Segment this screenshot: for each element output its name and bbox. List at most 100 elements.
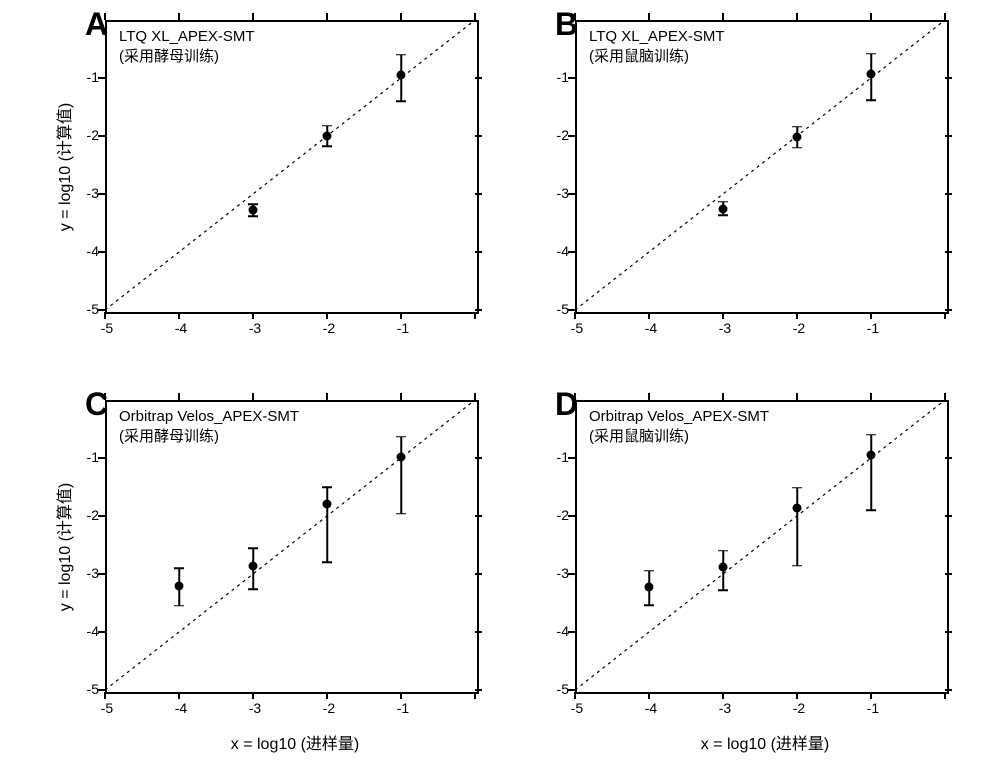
data-point (793, 503, 802, 512)
ytick-label: -2 (545, 127, 569, 143)
data-point (867, 69, 876, 78)
xtick-label: -2 (317, 320, 341, 336)
xtick (944, 312, 946, 319)
ytick-right (475, 77, 482, 79)
xtick-top (796, 393, 798, 400)
data-point (793, 133, 802, 142)
xtick-label: -2 (787, 700, 811, 716)
error-cap (396, 436, 406, 438)
xtick-top (252, 393, 254, 400)
error-cap (644, 605, 654, 607)
xtick (178, 692, 180, 699)
xtick-label: -5 (95, 700, 119, 716)
error-cap (322, 146, 332, 148)
xtick-label: -1 (861, 320, 885, 336)
ytick-right (475, 515, 482, 517)
ytick (98, 309, 105, 311)
ytick-label: -3 (545, 185, 569, 201)
data-point (397, 71, 406, 80)
ytick (568, 573, 575, 575)
ytick-label: -5 (75, 301, 99, 317)
xtick-label: -2 (317, 700, 341, 716)
xtick (944, 692, 946, 699)
error-cap (866, 434, 876, 436)
ytick (568, 193, 575, 195)
xtick (400, 692, 402, 699)
ytick-label: -2 (75, 507, 99, 523)
ytick-label: -1 (545, 449, 569, 465)
xtick (178, 312, 180, 319)
error-cap (866, 99, 876, 101)
error-cap (792, 126, 802, 128)
x-axis-label: x = log10 (进样量) (200, 730, 390, 754)
panel-letter-c: C (85, 386, 108, 423)
ytick-right (475, 135, 482, 137)
ytick-label: -3 (545, 565, 569, 581)
error-cap (248, 548, 258, 550)
panel-title1-a: LTQ XL_APEX-SMT (119, 28, 255, 47)
xtick-label: -3 (243, 320, 267, 336)
error-cap (248, 588, 258, 590)
error-cap (174, 567, 184, 569)
ytick-label: -2 (75, 127, 99, 143)
error-cap (322, 486, 332, 488)
xtick (870, 692, 872, 699)
xtick (326, 692, 328, 699)
panel-title1-c: Orbitrap Velos_APEX-SMT (119, 408, 299, 427)
y-axis-label: y = log10 (计算值) (51, 87, 75, 247)
xtick-top (178, 13, 180, 20)
xtick-label: -3 (243, 700, 267, 716)
xtick (722, 692, 724, 699)
xtick-top (252, 13, 254, 20)
xtick-top (870, 393, 872, 400)
xtick-top (326, 13, 328, 20)
ytick (98, 77, 105, 79)
ytick-right (945, 573, 952, 575)
ytick-label: -1 (75, 69, 99, 85)
ytick-right (475, 309, 482, 311)
error-cap (866, 53, 876, 55)
xtick-top (722, 393, 724, 400)
data-point (323, 132, 332, 141)
data-point (323, 500, 332, 509)
xtick (574, 692, 576, 699)
ytick-right (945, 135, 952, 137)
panel-title2-b: (采用鼠脑训练) (589, 48, 689, 67)
panel-title2-a: (采用酵母训练) (119, 48, 219, 67)
error-cap (396, 513, 406, 515)
ytick-label: -5 (75, 681, 99, 697)
ytick (98, 515, 105, 517)
panel-letter-b: B (555, 6, 578, 43)
xtick-top (104, 393, 106, 400)
data-point (249, 561, 258, 570)
ytick-right (475, 631, 482, 633)
xtick (474, 692, 476, 699)
xtick-top (944, 393, 946, 400)
data-point (867, 451, 876, 460)
ytick-label: -5 (545, 301, 569, 317)
xtick-label: -3 (713, 700, 737, 716)
xtick-top (870, 13, 872, 20)
error-cap (322, 125, 332, 127)
data-point (645, 582, 654, 591)
xtick-label: -1 (861, 700, 885, 716)
ytick (568, 251, 575, 253)
xtick-top (400, 393, 402, 400)
xtick-label: -3 (713, 320, 737, 336)
error-cap (718, 215, 728, 217)
xtick-top (796, 13, 798, 20)
ytick-label: -5 (545, 681, 569, 697)
xtick-label: -4 (639, 700, 663, 716)
xtick-top (574, 393, 576, 400)
data-point (719, 204, 728, 213)
xtick-label: -2 (787, 320, 811, 336)
xtick (104, 692, 106, 699)
xtick-label: -4 (169, 320, 193, 336)
ytick (98, 457, 105, 459)
xtick (252, 312, 254, 319)
ytick-right (945, 309, 952, 311)
error-cap (792, 565, 802, 567)
figure: ALTQ XL_APEX-SMT(采用酵母训练)-5-4-3-2-1-5-4-3… (0, 0, 1000, 778)
ytick-label: -4 (75, 623, 99, 639)
data-point (175, 581, 184, 590)
